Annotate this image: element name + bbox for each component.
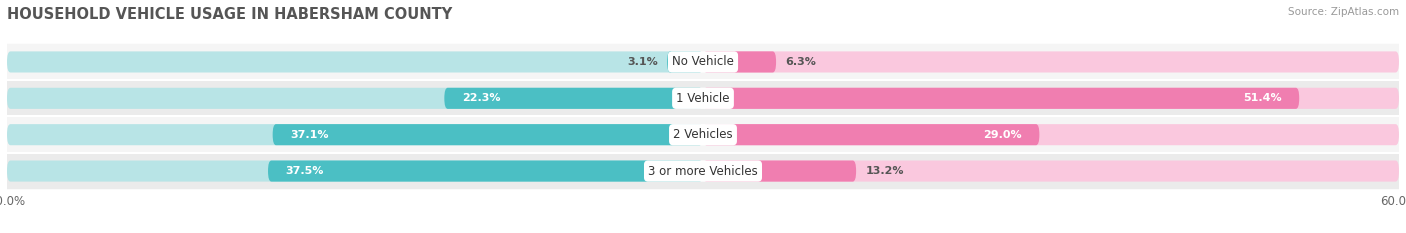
Text: No Vehicle: No Vehicle <box>672 55 734 69</box>
Text: 6.3%: 6.3% <box>786 57 817 67</box>
Text: 51.4%: 51.4% <box>1243 93 1282 103</box>
FancyBboxPatch shape <box>7 44 1399 80</box>
FancyBboxPatch shape <box>7 116 1399 153</box>
Text: 1 Vehicle: 1 Vehicle <box>676 92 730 105</box>
Text: Source: ZipAtlas.com: Source: ZipAtlas.com <box>1288 7 1399 17</box>
FancyBboxPatch shape <box>703 88 1399 109</box>
FancyBboxPatch shape <box>703 161 856 182</box>
Text: 22.3%: 22.3% <box>461 93 501 103</box>
Text: 2 Vehicles: 2 Vehicles <box>673 128 733 141</box>
FancyBboxPatch shape <box>703 88 1299 109</box>
FancyBboxPatch shape <box>273 124 703 145</box>
FancyBboxPatch shape <box>703 51 776 72</box>
FancyBboxPatch shape <box>444 88 703 109</box>
FancyBboxPatch shape <box>7 80 1399 116</box>
Text: 3.1%: 3.1% <box>627 57 658 67</box>
Text: 13.2%: 13.2% <box>866 166 904 176</box>
FancyBboxPatch shape <box>7 51 703 72</box>
FancyBboxPatch shape <box>703 124 1399 145</box>
FancyBboxPatch shape <box>666 51 703 72</box>
FancyBboxPatch shape <box>7 124 703 145</box>
FancyBboxPatch shape <box>7 88 703 109</box>
Text: HOUSEHOLD VEHICLE USAGE IN HABERSHAM COUNTY: HOUSEHOLD VEHICLE USAGE IN HABERSHAM COU… <box>7 7 453 22</box>
FancyBboxPatch shape <box>7 153 1399 189</box>
Text: 3 or more Vehicles: 3 or more Vehicles <box>648 164 758 178</box>
FancyBboxPatch shape <box>269 161 703 182</box>
Text: 37.5%: 37.5% <box>285 166 323 176</box>
FancyBboxPatch shape <box>703 51 1399 72</box>
FancyBboxPatch shape <box>7 161 703 182</box>
Text: 29.0%: 29.0% <box>983 130 1022 140</box>
FancyBboxPatch shape <box>703 124 1039 145</box>
Text: 37.1%: 37.1% <box>290 130 329 140</box>
FancyBboxPatch shape <box>703 161 1399 182</box>
